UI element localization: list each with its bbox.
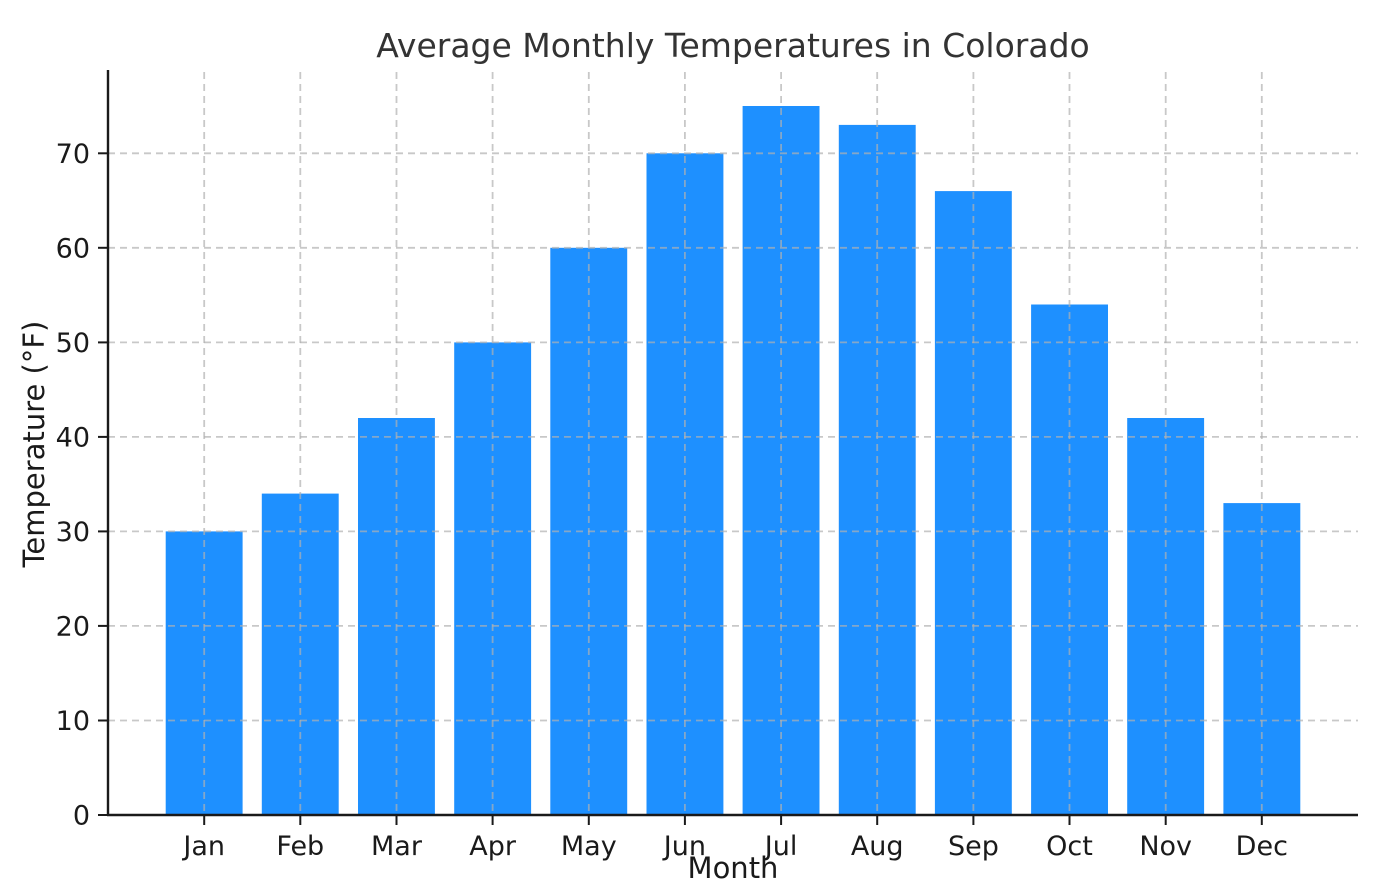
- x-tick-label-may: May: [561, 831, 617, 862]
- bars-layer: [165, 106, 1301, 816]
- y-tick-label-60: 60: [56, 233, 90, 264]
- x-tick-label-jan: Jan: [181, 831, 225, 862]
- tick-labels-layer: 0 10 20 30 40 50 60 70 Jan Feb Mar Apr May Jun Jul Aug S…: [56, 139, 1288, 862]
- x-tick-label-jun: Jun: [662, 831, 706, 862]
- x-tick-label-oct: Oct: [1046, 831, 1093, 862]
- y-axis-label: Temperature (°F): [17, 321, 51, 569]
- y-tick-label-30: 30: [56, 517, 90, 548]
- y-tick-label-10: 10: [56, 706, 90, 737]
- y-tick-label-0: 0: [73, 801, 90, 832]
- axes-layer: [98, 70, 1358, 825]
- y-tick-label-70: 70: [56, 139, 90, 170]
- x-tick-label-aug: Aug: [851, 831, 904, 862]
- y-tick-label-40: 40: [56, 422, 90, 453]
- x-tick-label-jul: Jul: [763, 831, 798, 862]
- x-tick-label-nov: Nov: [1139, 831, 1192, 862]
- y-tick-label-50: 50: [56, 328, 90, 359]
- x-tick-label-sep: Sep: [948, 831, 999, 862]
- y-tick-label-20: 20: [56, 611, 90, 642]
- x-tick-label-dec: Dec: [1236, 831, 1288, 862]
- x-tick-label-feb: Feb: [276, 831, 324, 862]
- x-tick-label-mar: Mar: [371, 831, 423, 862]
- x-tick-label-apr: Apr: [469, 831, 517, 862]
- chart-title: Average Monthly Temperatures in Colorado: [376, 26, 1089, 65]
- x-axis-label: Month: [688, 851, 779, 885]
